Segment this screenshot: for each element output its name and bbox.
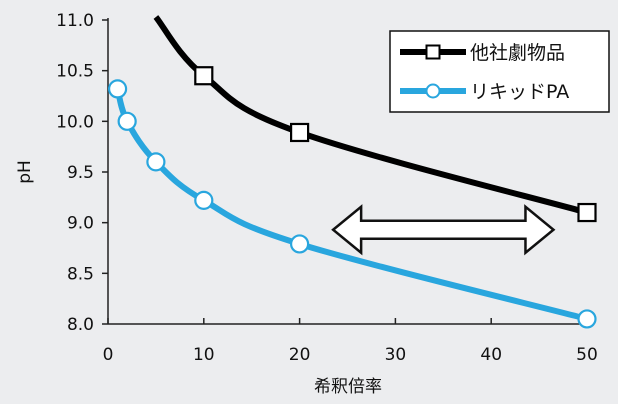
data-point-circle: [117, 111, 137, 131]
y-axis-title: pH: [15, 160, 35, 184]
legend-entry: リキッドPA: [400, 81, 569, 103]
series-line: [153, 15, 588, 216]
y-tick-label: 9.5: [67, 163, 94, 183]
data-point-circle: [146, 152, 166, 172]
series-layer: [107, 15, 597, 329]
legend-entry: 他社劇物品: [400, 42, 565, 64]
x-tick-label: 20: [289, 345, 311, 365]
x-tick-label: 10: [193, 345, 215, 365]
y-tick-label: 11.0: [56, 11, 94, 31]
x-tick-label: 0: [103, 345, 114, 365]
data-point-square: [577, 202, 597, 223]
y-tick-label: 10.5: [56, 62, 94, 82]
legend-label: 他社劇物品: [470, 42, 565, 64]
y-tick-label: 8.0: [67, 315, 94, 335]
x-axis-title: 希釈倍率: [314, 377, 382, 397]
series-1: [153, 15, 597, 223]
y-tick-label: 8.5: [67, 264, 94, 284]
series-line: [114, 88, 588, 322]
series-2: [107, 79, 597, 329]
data-point-circle: [290, 234, 310, 254]
legend-label: リキッドPA: [470, 81, 569, 103]
double-arrow: [331, 204, 556, 256]
data-point-circle: [577, 309, 597, 329]
data-point-circle: [194, 190, 214, 210]
data-point-square: [194, 66, 214, 86]
data-point-square: [290, 122, 310, 143]
annotation: [331, 204, 556, 256]
x-tick-label: 40: [480, 345, 502, 365]
y-tick-label: 10.0: [56, 112, 94, 132]
x-tick-label: 50: [576, 345, 598, 365]
legend-marker-circle: [425, 83, 441, 99]
data-point-circle: [107, 79, 128, 99]
axes: 8.0 8.5 9.0 9.5 10.0 10.5 11.0 0 10 20 30 40 50: [56, 11, 598, 365]
x-tick-label: 30: [385, 345, 407, 365]
y-tick-label: 9.0: [67, 214, 94, 234]
legend-marker-square: [425, 44, 441, 60]
